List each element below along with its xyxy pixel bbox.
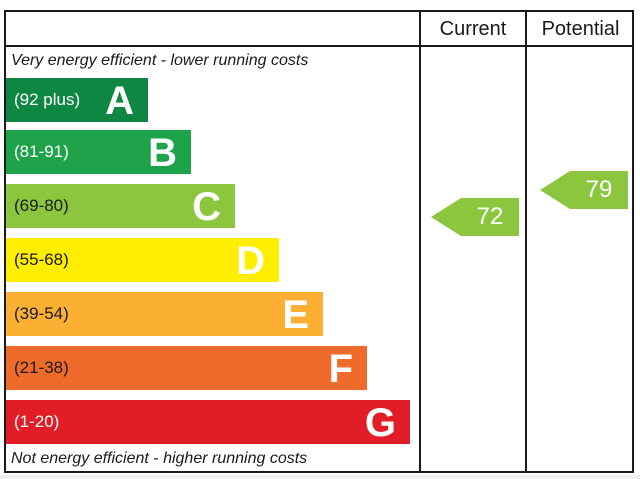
band-letter: A [105,79,134,123]
band-e: (39-54) E [6,292,323,337]
band-range-label: (92 plus) [14,90,81,109]
bottom-strip [0,475,640,479]
potential-header: Potential [541,18,620,40]
divider-potential [525,10,527,473]
potential-rating-value: 79 [585,176,613,203]
band-range-label: (81-91) [14,142,69,161]
band-range-label: (55-68) [14,250,69,269]
band-b: (81-91) B [6,130,191,175]
band-letter: C [192,185,221,229]
band-letter: D [236,239,265,283]
band-range-label: (1-20) [14,412,60,431]
band-range-label: (39-54) [14,304,69,323]
band-g: (1-20) G [6,400,410,445]
band-range-label: (21-38) [14,358,69,377]
band-letter: B [148,131,177,175]
band-letter: F [328,347,353,391]
current-header: Current [439,18,507,40]
top-note: Very energy efficient - lower running co… [11,52,309,69]
band-f: (21-38) F [6,346,367,391]
band-range-label: (69-80) [14,196,69,215]
band-letter: E [282,293,309,337]
band-d: (55-68) D [6,238,279,283]
current-rating-value: 72 [476,203,504,230]
header-divider [4,45,634,47]
epc-chart-frame [4,10,634,473]
bottom-note: Not energy efficient - higher running co… [11,450,308,467]
band-a: (92 plus) A [6,78,148,123]
divider-current [419,10,421,473]
band-c: (69-80) C [6,184,235,229]
band-letter: G [364,401,396,445]
